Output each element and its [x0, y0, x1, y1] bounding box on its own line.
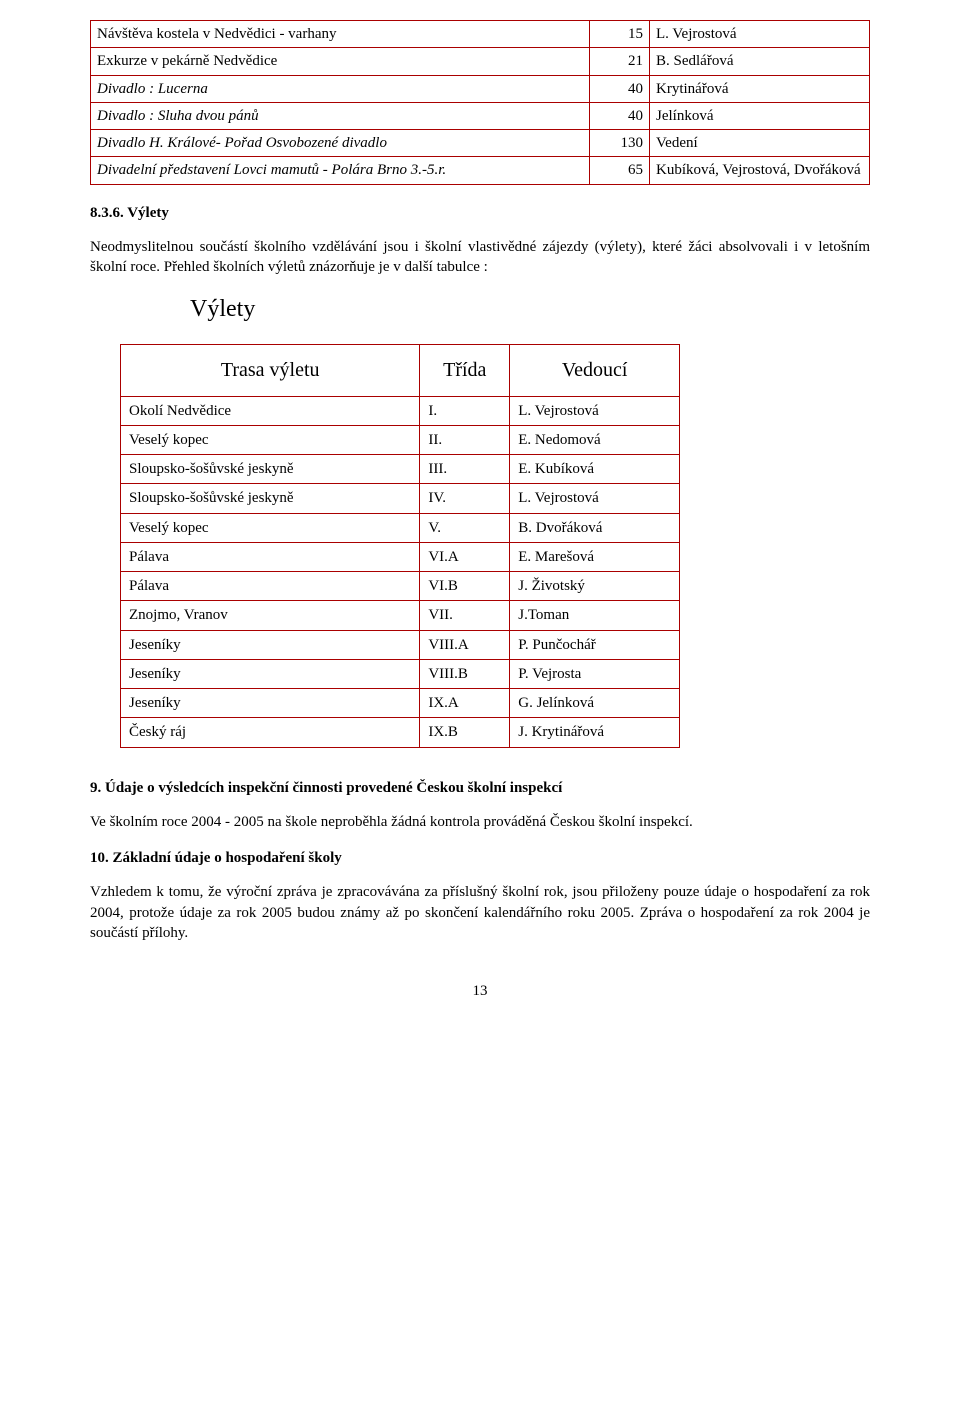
trips-table-body: Okolí NedvědiceI.L. VejrostováVeselý kop… [121, 396, 680, 747]
trips-cell-leader: P. Punčochář [510, 630, 680, 659]
events-row: Návštěva kostela v Nedvědici - varhany15… [91, 21, 870, 48]
trips-table: Trasa výletu Třída Vedoucí Okolí Nedvědi… [120, 344, 680, 748]
events-cell-desc: Divadlo : Lucerna [91, 75, 590, 102]
events-cell-desc: Divadlo : Sluha dvou pánů [91, 102, 590, 129]
trips-row: Znojmo, VranovVII.J.Toman [121, 601, 680, 630]
trips-cell-class: VII. [420, 601, 510, 630]
trips-cell-route: Pálava [121, 572, 420, 601]
trips-header-leader: Vedoucí [510, 344, 680, 396]
trips-cell-leader: E. Nedomová [510, 425, 680, 454]
trips-row: Český rájIX.BJ. Krytinářová [121, 718, 680, 747]
trips-cell-leader: E. Kubíková [510, 455, 680, 484]
events-cell-desc: Exkurze v pekárně Nedvědice [91, 48, 590, 75]
trips-cell-class: VIII.B [420, 659, 510, 688]
events-cell-who: L. Vejrostová [650, 21, 870, 48]
trips-cell-leader: J. Krytinářová [510, 718, 680, 747]
trips-row: Sloupsko-šošůvské jeskyněIII.E. Kubíková [121, 455, 680, 484]
trips-cell-class: III. [420, 455, 510, 484]
trips-cell-leader: J. Životský [510, 572, 680, 601]
trips-cell-class: IX.B [420, 718, 510, 747]
events-cell-who: Kubíková, Vejrostová, Dvořáková [650, 157, 870, 184]
trips-cell-class: IX.A [420, 689, 510, 718]
events-cell-count: 130 [590, 130, 650, 157]
events-row: Divadlo : Sluha dvou pánů40Jelínková [91, 102, 870, 129]
trips-cell-class: II. [420, 425, 510, 454]
trips-cell-class: VIII.A [420, 630, 510, 659]
trips-cell-class: V. [420, 513, 510, 542]
section9-text: Ve školním roce 2004 - 2005 na škole nep… [90, 812, 870, 832]
trips-row: JeseníkyVIII.BP. Vejrosta [121, 659, 680, 688]
events-cell-who: B. Sedlářová [650, 48, 870, 75]
events-cell-count: 40 [590, 75, 650, 102]
section-trips-paragraph: Neodmyslitelnou součástí školního vzdělá… [90, 237, 870, 278]
events-table: Návštěva kostela v Nedvědici - varhany15… [90, 20, 870, 185]
trips-cell-leader: E. Marešová [510, 542, 680, 571]
events-cell-count: 21 [590, 48, 650, 75]
trips-row: Sloupsko-šošůvské jeskyněIV.L. Vejrostov… [121, 484, 680, 513]
trips-cell-route: Okolí Nedvědice [121, 396, 420, 425]
trips-cell-class: IV. [420, 484, 510, 513]
events-cell-who: Jelínková [650, 102, 870, 129]
trips-cell-route: Pálava [121, 542, 420, 571]
trips-cell-route: Jeseníky [121, 659, 420, 688]
trips-row: Okolí NedvědiceI.L. Vejrostová [121, 396, 680, 425]
events-cell-count: 40 [590, 102, 650, 129]
trips-row: PálavaVI.AE. Marešová [121, 542, 680, 571]
section-trips-heading: 8.3.6. Výlety [90, 203, 870, 223]
events-cell-desc: Návštěva kostela v Nedvědici - varhany [91, 21, 590, 48]
events-cell-count: 65 [590, 157, 650, 184]
trips-row: Veselý kopecII.E. Nedomová [121, 425, 680, 454]
page-number: 13 [90, 981, 870, 1001]
trips-row: PálavaVI.BJ. Životský [121, 572, 680, 601]
trips-cell-route: Jeseníky [121, 689, 420, 718]
events-row: Exkurze v pekárně Nedvědice21B. Sedlářov… [91, 48, 870, 75]
trips-row: JeseníkyVIII.AP. Punčochář [121, 630, 680, 659]
trips-cell-route: Jeseníky [121, 630, 420, 659]
trips-cell-leader: P. Vejrosta [510, 659, 680, 688]
trips-cell-class: VI.A [420, 542, 510, 571]
events-cell-desc: Divadlo H. Králové- Pořad Osvobozené div… [91, 130, 590, 157]
events-row: Divadelní představení Lovci mamutů - Pol… [91, 157, 870, 184]
trips-header-route: Trasa výletu [121, 344, 420, 396]
trips-header-row: Trasa výletu Třída Vedoucí [121, 344, 680, 396]
trips-cell-route: Sloupsko-šošůvské jeskyně [121, 484, 420, 513]
events-cell-count: 15 [590, 21, 650, 48]
section10-heading: 10. Základní údaje o hospodaření školy [90, 848, 870, 868]
events-cell-who: Krytinářová [650, 75, 870, 102]
trips-cell-route: Veselý kopec [121, 513, 420, 542]
trips-row: Veselý kopecV.B. Dvořáková [121, 513, 680, 542]
trips-cell-route: Český ráj [121, 718, 420, 747]
trips-row: JeseníkyIX.AG. Jelínková [121, 689, 680, 718]
trips-cell-leader: J.Toman [510, 601, 680, 630]
trips-cell-route: Sloupsko-šošůvské jeskyně [121, 455, 420, 484]
trips-cell-route: Veselý kopec [121, 425, 420, 454]
events-cell-desc: Divadelní představení Lovci mamutů - Pol… [91, 157, 590, 184]
trips-title: Výlety [190, 293, 870, 325]
trips-cell-leader: B. Dvořáková [510, 513, 680, 542]
trips-cell-leader: L. Vejrostová [510, 396, 680, 425]
trips-cell-leader: L. Vejrostová [510, 484, 680, 513]
section9-heading: 9. Údaje o výsledcích inspekční činnosti… [90, 778, 870, 798]
events-table-body: Návštěva kostela v Nedvědici - varhany15… [91, 21, 870, 185]
events-row: Divadlo H. Králové- Pořad Osvobozené div… [91, 130, 870, 157]
page: Návštěva kostela v Nedvědici - varhany15… [0, 0, 960, 1041]
trips-cell-leader: G. Jelínková [510, 689, 680, 718]
events-row: Divadlo : Lucerna40Krytinářová [91, 75, 870, 102]
trips-cell-class: VI.B [420, 572, 510, 601]
trips-header-class: Třída [420, 344, 510, 396]
events-cell-who: Vedení [650, 130, 870, 157]
trips-cell-class: I. [420, 396, 510, 425]
section10-text: Vzhledem k tomu, že výroční zpráva je zp… [90, 882, 870, 943]
trips-cell-route: Znojmo, Vranov [121, 601, 420, 630]
